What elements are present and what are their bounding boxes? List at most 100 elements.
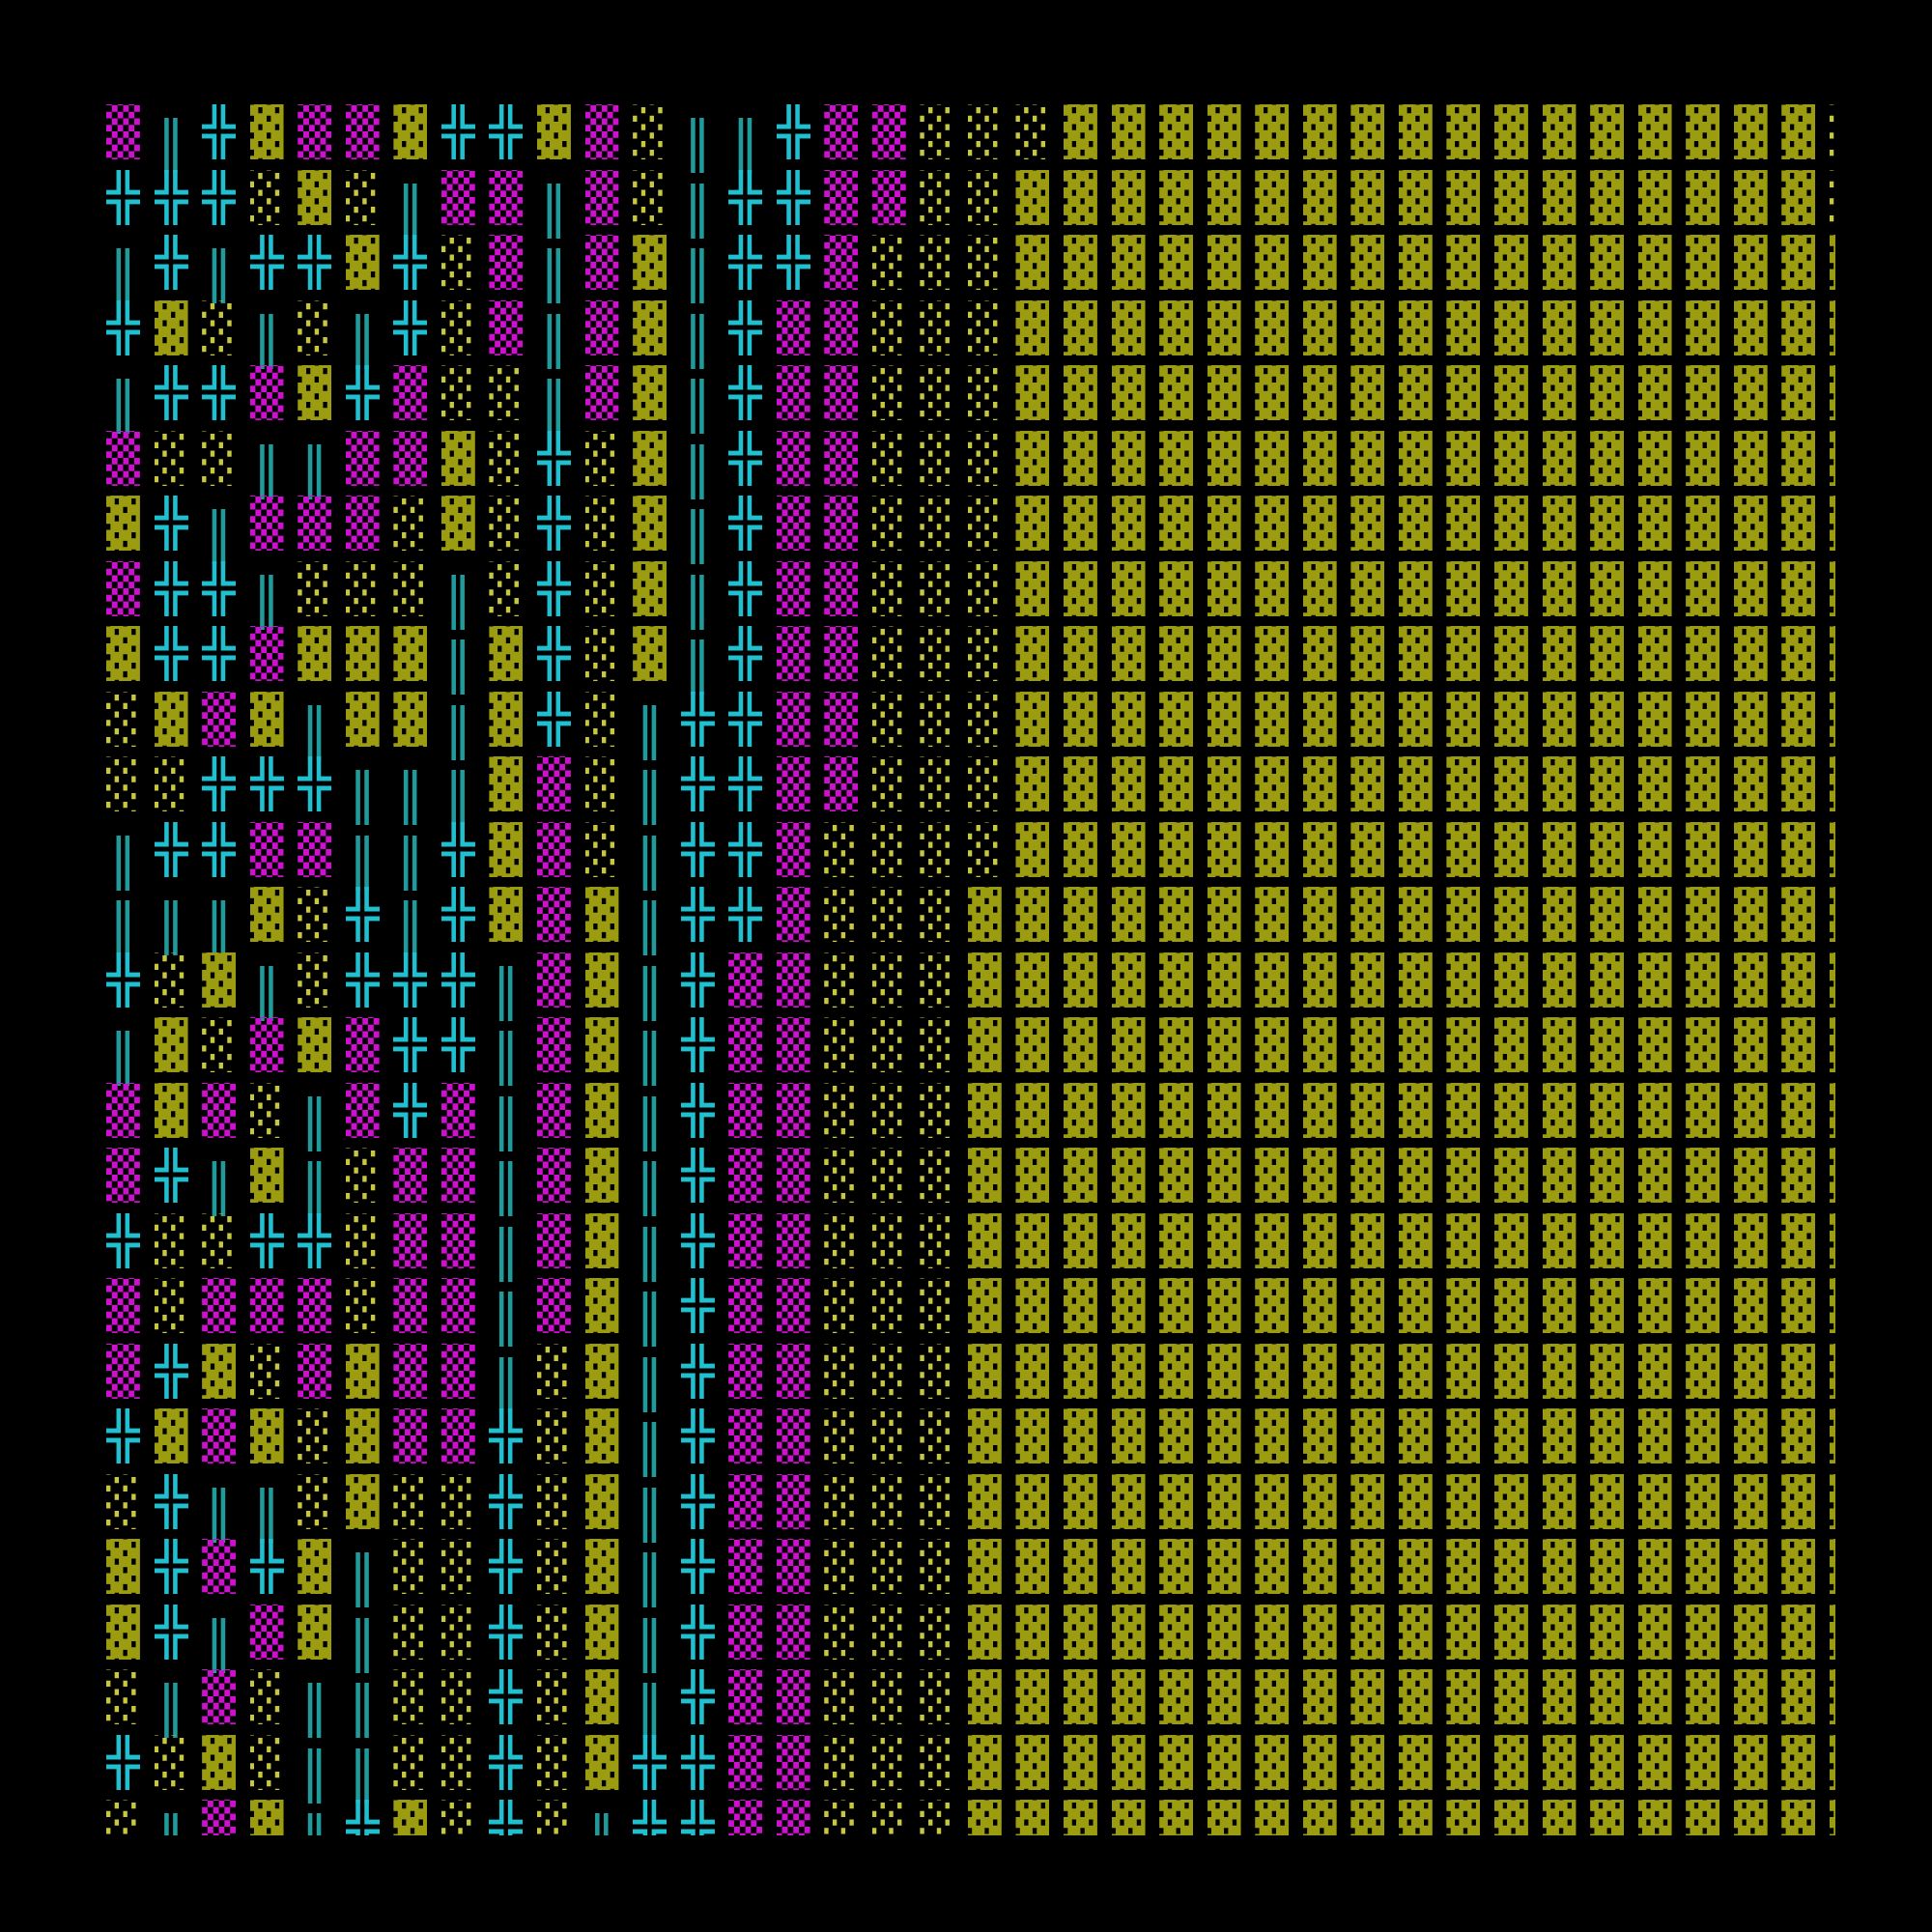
glyph-cell-dark-shade: ▓ bbox=[1637, 235, 1672, 290]
glyph-cell-dark-shade: ▓ bbox=[1064, 1604, 1097, 1660]
glyph-cell-dark-shade: ▓ bbox=[1686, 821, 1720, 877]
glyph-cell-dark-shade: ▓ bbox=[1255, 169, 1290, 225]
glyph-cell-dark-shade: ▓ bbox=[1159, 1017, 1194, 1072]
glyph-cell-dark-shade: ▓ bbox=[1015, 1408, 1050, 1463]
glyph-cell-medium-shade: ▒ bbox=[584, 299, 619, 355]
glyph-cell-dark-shade: ▓ bbox=[1255, 1212, 1290, 1268]
glyph-cell-double-vertical: ║ bbox=[249, 574, 284, 630]
glyph-cell-double-vertical: ║ bbox=[249, 1487, 284, 1543]
glyph-cell-dark-shade: ▓ bbox=[1207, 299, 1241, 355]
glyph-cell-dark-shade: ▓ bbox=[1398, 691, 1433, 747]
glyph-cell-double-cross: ╬ bbox=[393, 1017, 428, 1072]
glyph-cell-double-cross: ╬ bbox=[154, 365, 188, 420]
glyph-cell-dark-shade: ▓ bbox=[202, 952, 237, 1008]
glyph-cell-dark-shade: ▓ bbox=[1493, 1539, 1528, 1594]
glyph-cell-double-vertical: ║ bbox=[393, 183, 428, 239]
glyph-cell-double-cross: ╬ bbox=[728, 887, 763, 942]
glyph-cell-dark-shade: ▓ bbox=[1446, 1539, 1481, 1594]
glyph-cell-dark-shade: ▓ bbox=[1350, 821, 1385, 877]
glyph-cell-medium-shade: ▒ bbox=[776, 1017, 810, 1072]
glyph-cell-dark-shade: ▓ bbox=[154, 1408, 188, 1463]
glyph-cell-light-shade: ░ bbox=[1830, 104, 1835, 159]
glyph-cell-dark-shade: ▓ bbox=[1302, 626, 1337, 681]
glyph-cell-double-cross: ╬ bbox=[202, 365, 237, 420]
glyph-cell-dark-shade: ▓ bbox=[1781, 104, 1816, 159]
glyph-cell-dark-shade: ▓ bbox=[1493, 560, 1528, 616]
glyph-cell-dark-shade: ▓ bbox=[1255, 691, 1290, 747]
glyph-cell-dark-shade: ▓ bbox=[1686, 1278, 1720, 1333]
glyph-cell-dark-shade: ▓ bbox=[1686, 496, 1720, 551]
glyph-cell-dark-shade: ▓ bbox=[1255, 235, 1290, 290]
glyph-cell-dark-shade: ▓ bbox=[1207, 560, 1241, 616]
glyph-cell-light-shade: ░ bbox=[633, 104, 667, 159]
glyph-cell-dark-shade: ▓ bbox=[345, 1408, 380, 1463]
glyph-cell-light-shade: ░ bbox=[440, 365, 475, 420]
glyph-cell-dark-shade: ▓ bbox=[1350, 756, 1385, 811]
glyph-cell-dark-shade: ▓ bbox=[1446, 1278, 1481, 1333]
glyph-cell-dark-shade: ▓ bbox=[1590, 299, 1624, 355]
glyph-cell-light-shade: ░ bbox=[633, 169, 667, 225]
glyph-cell-dark-shade: ▓ bbox=[1446, 952, 1481, 1008]
glyph-cell-dark-shade: ▓ bbox=[1207, 691, 1241, 747]
glyph-cell-dark-shade: ▓ bbox=[1398, 821, 1433, 877]
glyph-cell-dark-shade: ▓ bbox=[1350, 365, 1385, 420]
glyph-cell-dark-shade: ▓ bbox=[1493, 1669, 1528, 1724]
glyph-cell-dark-shade: ▓ bbox=[1207, 1539, 1241, 1594]
glyph-cell-dark-shade: ▓ bbox=[1111, 1734, 1146, 1790]
glyph-cell-dark-shade: ▓ bbox=[1493, 1278, 1528, 1333]
glyph-cell-dark-shade: ▓ bbox=[1686, 952, 1720, 1008]
glyph-cell-medium-shade: ▒ bbox=[728, 1343, 763, 1399]
glyph-cell-dark-shade: ▓ bbox=[584, 1212, 619, 1268]
glyph-cell-double-vertical: ║ bbox=[633, 1487, 667, 1543]
glyph-cell-dark-shade: ▓ bbox=[1255, 1278, 1290, 1333]
glyph-cell-dark-shade: ▓ bbox=[249, 691, 284, 747]
glyph-cell-dark-shade: ▓ bbox=[1302, 235, 1337, 290]
glyph-cell-light-shade: ░ bbox=[345, 1148, 380, 1203]
glyph-cell-double-vertical: ║ bbox=[728, 118, 763, 173]
glyph-cell-dark-shade: ▓ bbox=[1446, 169, 1481, 225]
glyph-cell-dark-shade: ▓ bbox=[1493, 430, 1528, 486]
glyph-cell-dark-shade: ▓ bbox=[1686, 1734, 1720, 1790]
glyph-row: ▓╬▒╬▓║░░╬░▓║╬▒▒░░░▓▓▓▓▓▓▓▓▓▓▓▓▓▓▓▓▓▓▓ bbox=[0, 1539, 1835, 1607]
glyph-cell-dark-shade: ▓ bbox=[1542, 1148, 1577, 1203]
glyph-cell-dark-shade: ▓ bbox=[1830, 1278, 1835, 1333]
glyph-cell-dark-shade: ▓ bbox=[298, 626, 332, 681]
glyph-cell-medium-shade: ▒ bbox=[776, 1148, 810, 1203]
glyph-cell-dark-shade: ▓ bbox=[1302, 169, 1337, 225]
glyph-cell-double-vertical: ║ bbox=[489, 1292, 524, 1347]
glyph-cell-dark-shade: ▓ bbox=[1590, 1212, 1624, 1268]
glyph-cell-medium-shade: ▒ bbox=[440, 1082, 475, 1138]
glyph-cell-dark-shade: ▓ bbox=[202, 1734, 237, 1790]
glyph-cell-dark-shade: ▓ bbox=[633, 365, 667, 420]
glyph-cell-medium-shade: ▒ bbox=[824, 169, 859, 225]
glyph-cell-dark-shade: ▓ bbox=[1350, 626, 1385, 681]
glyph-cell-light-shade: ░ bbox=[920, 1082, 954, 1138]
glyph-cell-dark-shade: ▓ bbox=[1830, 1344, 1835, 1399]
glyph-cell-dark-shade: ▓ bbox=[1255, 1082, 1290, 1138]
glyph-cell-double-vertical: ║ bbox=[536, 183, 571, 239]
glyph-cell-dark-shade: ▓ bbox=[1686, 104, 1720, 159]
glyph-cell-dark-shade: ▓ bbox=[633, 560, 667, 616]
glyph-cell-dark-shade: ▓ bbox=[1302, 691, 1337, 747]
glyph-cell-dark-shade: ▓ bbox=[1015, 626, 1050, 681]
glyph-cell-dark-shade: ▓ bbox=[1302, 1017, 1337, 1072]
glyph-cell-double-cross: ╬ bbox=[154, 821, 188, 877]
glyph-cell-dark-shade: ▓ bbox=[967, 1148, 1002, 1203]
glyph-cell-medium-shade: ▒ bbox=[345, 496, 380, 551]
glyph-cell-light-shade: ░ bbox=[871, 1278, 906, 1333]
glyph-cell-dark-shade: ▓ bbox=[1111, 104, 1146, 159]
glyph-cell-double-cross: ╬ bbox=[680, 1017, 715, 1072]
glyph-cell-dark-shade: ▓ bbox=[1302, 887, 1337, 942]
glyph-cell-dark-shade: ▓ bbox=[1493, 299, 1528, 355]
glyph-cell-dark-shade: ▓ bbox=[1830, 1017, 1835, 1072]
glyph-cell-dark-shade: ▓ bbox=[345, 235, 380, 290]
glyph-cell-double-vertical: ║ bbox=[680, 509, 715, 564]
glyph-cell-double-vertical: ║ bbox=[345, 1617, 380, 1673]
glyph-cell-dark-shade: ▓ bbox=[298, 1017, 332, 1072]
glyph-cell-dark-shade: ▓ bbox=[584, 1669, 619, 1724]
glyph-cell-dark-shade: ▓ bbox=[393, 626, 428, 681]
glyph-cell-dark-shade: ▓ bbox=[1207, 1604, 1241, 1660]
glyph-cell-medium-shade: ▒ bbox=[728, 1734, 763, 1790]
glyph-cell-medium-shade: ▒ bbox=[728, 1148, 763, 1203]
glyph-cell-double-cross: ╬ bbox=[298, 756, 332, 811]
